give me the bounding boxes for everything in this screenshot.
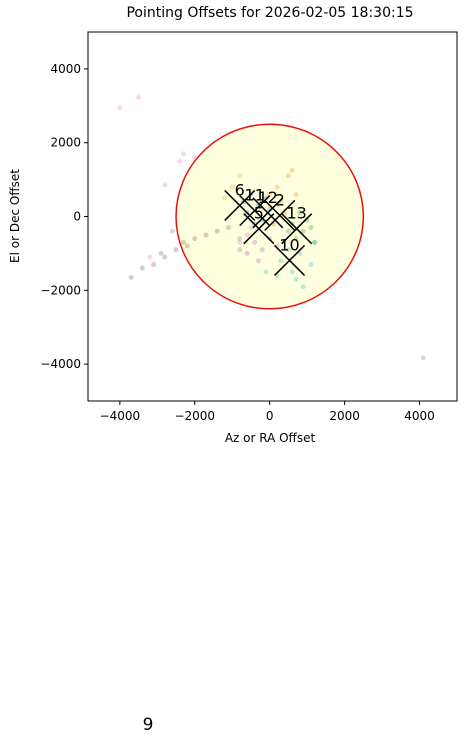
scatter-point [151,261,157,267]
scatter-point [192,236,198,242]
scatter-point [237,236,243,242]
chart-title: Pointing Offsets for 2026-02-05 18:30:15 [126,5,413,21]
footer-label: 9 [143,715,154,735]
x-tick-label: −2000 [174,409,215,423]
scatter-point [263,269,269,275]
scatter-point [184,243,190,249]
scatter-point [237,239,243,245]
y-tick-label: 2000 [50,136,81,150]
scatter-point [312,239,318,245]
scatter-point [117,105,123,111]
scatter-point [229,184,235,190]
scatter-point [128,274,134,280]
scatter-point [192,154,198,160]
scatter-point [244,232,250,238]
x-tick-label: −4000 [100,409,141,423]
scatter-point [263,195,269,201]
x-axis-label: Az or RA Offset [225,431,316,445]
scatter-point [300,228,306,234]
scatter-point [214,228,220,234]
scatter-point [248,225,254,231]
cross-label: 5 [254,204,264,223]
scatter-point [222,195,228,201]
scatter-point [158,250,164,256]
scatter-point [244,250,250,256]
cross-marker [252,197,284,229]
scatter-point [237,173,243,179]
tolerance-circle [175,123,365,310]
scatter-point [289,167,295,173]
scatter-point [308,261,314,267]
x-tick-label: 0 [266,409,274,423]
scatter-point [285,247,291,253]
cross-marker [243,213,275,245]
cross-label: 6 [235,180,245,199]
cross-marker [264,199,296,231]
y-tick-label: 0 [73,210,81,224]
scatter-point [147,254,153,260]
cross-label: 10 [279,235,299,254]
scatter-point [312,239,318,245]
y-tick-label: −2000 [40,283,81,297]
cross-label: 11 [245,186,265,205]
scatter-point [136,94,142,100]
cross-label: 12 [258,188,278,207]
scatter-point [300,284,306,290]
scatter-point [252,239,258,245]
scatter-point [293,236,299,242]
cross-marker [281,213,313,245]
scatter-point [162,182,168,188]
scatter-point [289,269,295,275]
scatter-point [162,254,168,260]
scatter-point [225,225,231,231]
cross-label: 2 [275,190,285,209]
scatter-point [274,184,280,190]
x-tick-label: 2000 [329,409,360,423]
y-tick-label: −4000 [40,357,81,371]
scatter-point [285,228,291,234]
scatter-point [181,151,187,157]
scatter-point [181,239,187,245]
scatter-point [177,158,183,164]
scatter-point [173,247,179,253]
scatter-point [278,258,284,264]
scatter-point [237,247,243,253]
scatter-point [285,173,291,179]
y-tick-label: 4000 [50,62,81,76]
y-axis-label: El or Dec Offset [8,169,22,263]
scatter-point [308,225,314,231]
scatter-point [293,276,299,282]
scatter-point [259,247,265,253]
scatter-point [203,232,209,238]
scatter-point [267,191,273,197]
x-tick-label: 4000 [404,409,435,423]
scatter-point [420,355,426,361]
scatter-point [255,258,261,264]
cross-label: 13 [286,204,306,223]
cross-marker [274,244,306,276]
scatter-point [293,191,299,197]
scatter-point [139,265,145,271]
scatter-point [297,210,303,216]
scatter-point [169,228,175,234]
